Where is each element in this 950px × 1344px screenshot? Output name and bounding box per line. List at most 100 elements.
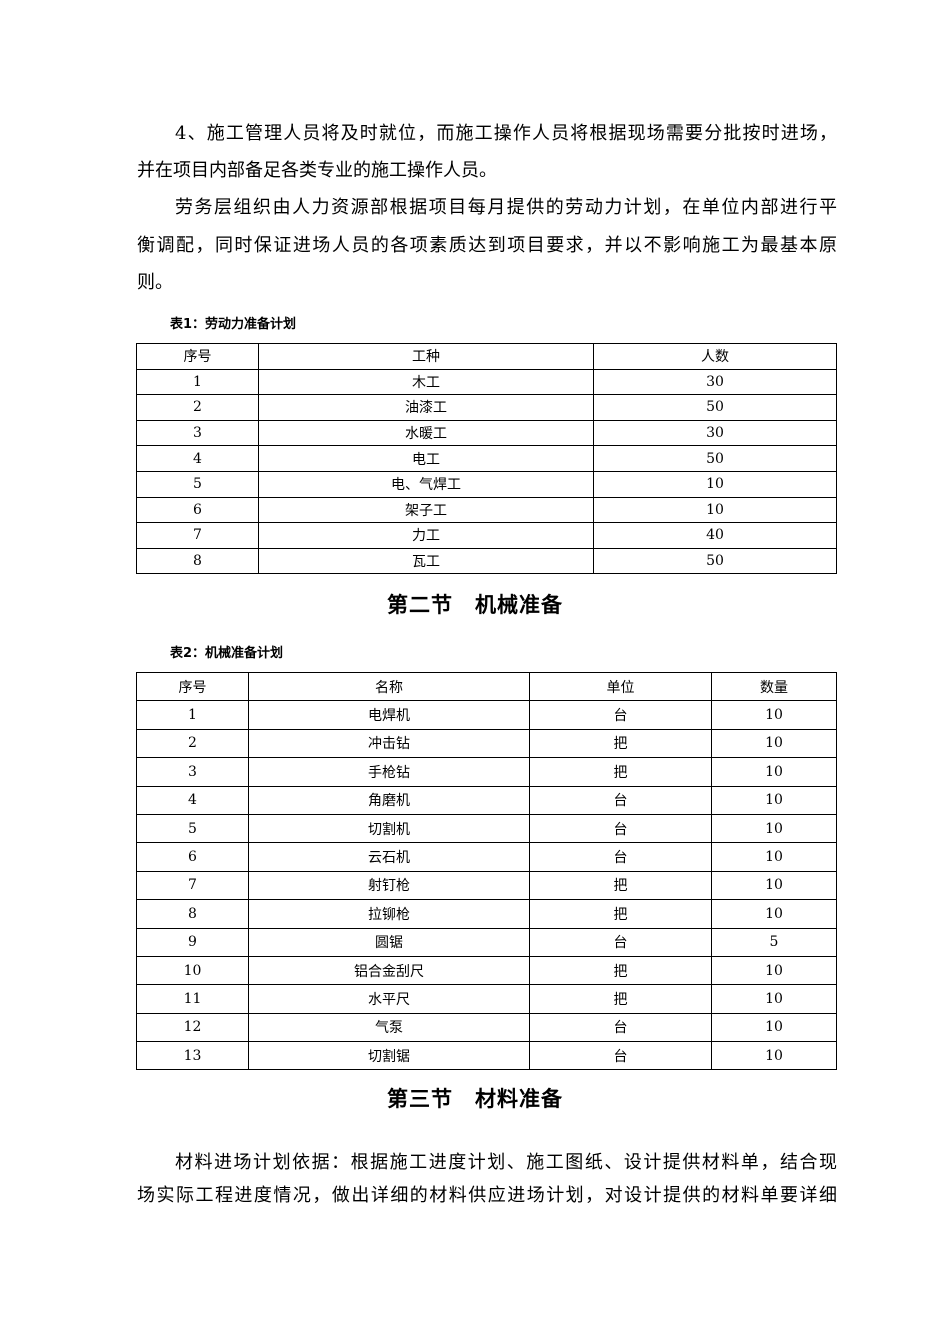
table-cell: 10 [711,955,837,986]
table-row: 11 水平尺把 10 [136,984,837,1014]
table-cell: 10 [711,813,837,844]
table-row: 1 电焊机台 10 [136,700,837,730]
table-cell: 把 [529,955,712,986]
table-cell: 1 [136,700,249,730]
paragraph-line: 材料进场计划依据：根据施工进度计划、施工图纸、设计提供材料单，结合现 [175,1152,837,1173]
table-cell: 10 [711,757,837,787]
table-cell: 瓦工 [258,547,594,575]
table-cell: 圆锯 [248,927,530,957]
table-cell: 6 [136,496,259,524]
table-cell: 拉铆枪 [248,899,530,929]
table-cell: 8 [136,547,259,575]
table2-caption: 表2：机械准备计划 [170,646,284,661]
table-cell: 油漆工 [258,394,594,421]
table-cell: 5 [711,927,837,957]
table-cell: 冲击钻 [248,728,530,759]
table-row: 4 角磨机台 10 [136,785,837,815]
table-cell: 10 [593,496,837,524]
labor-table: 序号 工种 人数 1 木工 30 2 油漆工 50 3 水暖工 30 4 电工 50 5 电、气焊工 10 6 架子工… [136,343,837,575]
section-heading: 第二节 机械准备 [387,593,563,617]
table-row: 9 圆锯台 5 [136,927,837,957]
table-row: 2 油漆工 50 [136,394,837,421]
table-cell: 数量 [711,671,837,702]
table-cell: 台 [529,785,712,815]
table-cell: 工种 [258,343,594,370]
table-row: 7 射钉枪把 10 [136,870,837,901]
table-cell: 角磨机 [248,785,530,815]
table-cell: 13 [136,1041,249,1071]
table-cell: 5 [136,470,259,498]
table-cell: 10 [136,955,249,986]
table-cell: 切割机 [248,813,530,844]
table-row: 3 水暖工 30 [136,419,837,447]
paragraph-line: 并在项目内部备足各类专业的施工操作人员。 [137,160,497,181]
table-cell: 9 [136,927,249,957]
table-header-row: 序号 工种 人数 [136,343,837,370]
section-heading: 第三节 材料准备 [387,1087,563,1111]
table1-caption: 表1：劳动力准备计划 [170,317,297,332]
table-cell: 6 [136,842,249,872]
paragraph-line: 衡调配，同时保证进场人员的各项素质达到项目要求，并以不影响施工为最基本原 [137,235,837,256]
table-cell: 10 [711,899,837,929]
table-cell: 3 [136,757,249,787]
table-row: 5 电、气焊工 10 [136,470,837,498]
table-cell: 名称 [248,671,530,702]
table-cell: 8 [136,899,249,929]
table-cell: 7 [136,870,249,901]
table-cell: 架子工 [258,496,594,524]
table-cell: 人数 [593,343,837,370]
table-row: 2 冲击钻把 10 [136,728,837,759]
table-cell: 单位 [529,671,712,702]
table-row: 4 电工 50 [136,445,837,472]
table-cell: 7 [136,522,259,549]
table-cell: 10 [711,1012,837,1043]
paragraph-line: 劳务层组织由人力资源部根据项目每月提供的劳动力计划，在单位内部进行平 [175,197,837,218]
table-cell: 50 [593,394,837,421]
table-cell: 10 [711,785,837,815]
table-row: 13 切割锯台 10 [136,1041,837,1071]
table-row: 8 瓦工 50 [136,547,837,575]
table-cell: 10 [711,728,837,759]
table-row: 1 木工 30 [136,368,837,396]
paragraph-line: 则。 [137,272,173,293]
table-row: 3 手枪钻把 10 [136,757,837,787]
table-cell: 切割锯 [248,1041,530,1071]
table-cell: 3 [136,419,259,447]
table-cell: 30 [593,368,837,396]
table-cell: 10 [711,984,837,1014]
table-cell: 10 [593,470,837,498]
table-cell: 4 [136,445,259,472]
table-cell: 把 [529,984,712,1014]
table-cell: 台 [529,842,712,872]
table-row: 12 气泵台 10 [136,1012,837,1043]
table-row: 8 拉铆枪把 10 [136,899,837,929]
table-cell: 把 [529,870,712,901]
table-cell: 把 [529,728,712,759]
table-cell: 台 [529,1041,712,1071]
table-cell: 水平尺 [248,984,530,1014]
table-cell: 序号 [136,671,249,702]
table-cell: 水暖工 [258,419,594,447]
table-cell: 50 [593,547,837,575]
table-row: 6 架子工 10 [136,496,837,524]
paragraph-line: 场实际工程进度情况，做出详细的材料供应进场计划，对设计提供的材料单要详细 [137,1185,837,1206]
table-header-row: 序号 名称 单位 数量 [136,671,837,702]
table-cell: 力工 [258,522,594,549]
table-cell: 2 [136,394,259,421]
machinery-table: 序号 名称 单位 数量 1 电焊机台 10 2 冲击钻把 10 3 手枪钻把 10 4 角磨机台 10 5 切割机… [136,671,837,1071]
table-cell: 台 [529,700,712,730]
table-cell: 铝合金刮尺 [248,955,530,986]
table-cell: 电工 [258,445,594,472]
table-row: 7 力工 40 [136,522,837,549]
table-row: 10 铝合金刮尺把 10 [136,955,837,986]
table-cell: 4 [136,785,249,815]
table-cell: 2 [136,728,249,759]
table-row: 5 切割机台 10 [136,813,837,844]
table-cell: 木工 [258,368,594,396]
table-cell: 40 [593,522,837,549]
table-cell: 10 [711,1041,837,1071]
table-cell: 10 [711,842,837,872]
table-cell: 10 [711,870,837,901]
table-cell: 气泵 [248,1012,530,1043]
table-cell: 台 [529,1012,712,1043]
